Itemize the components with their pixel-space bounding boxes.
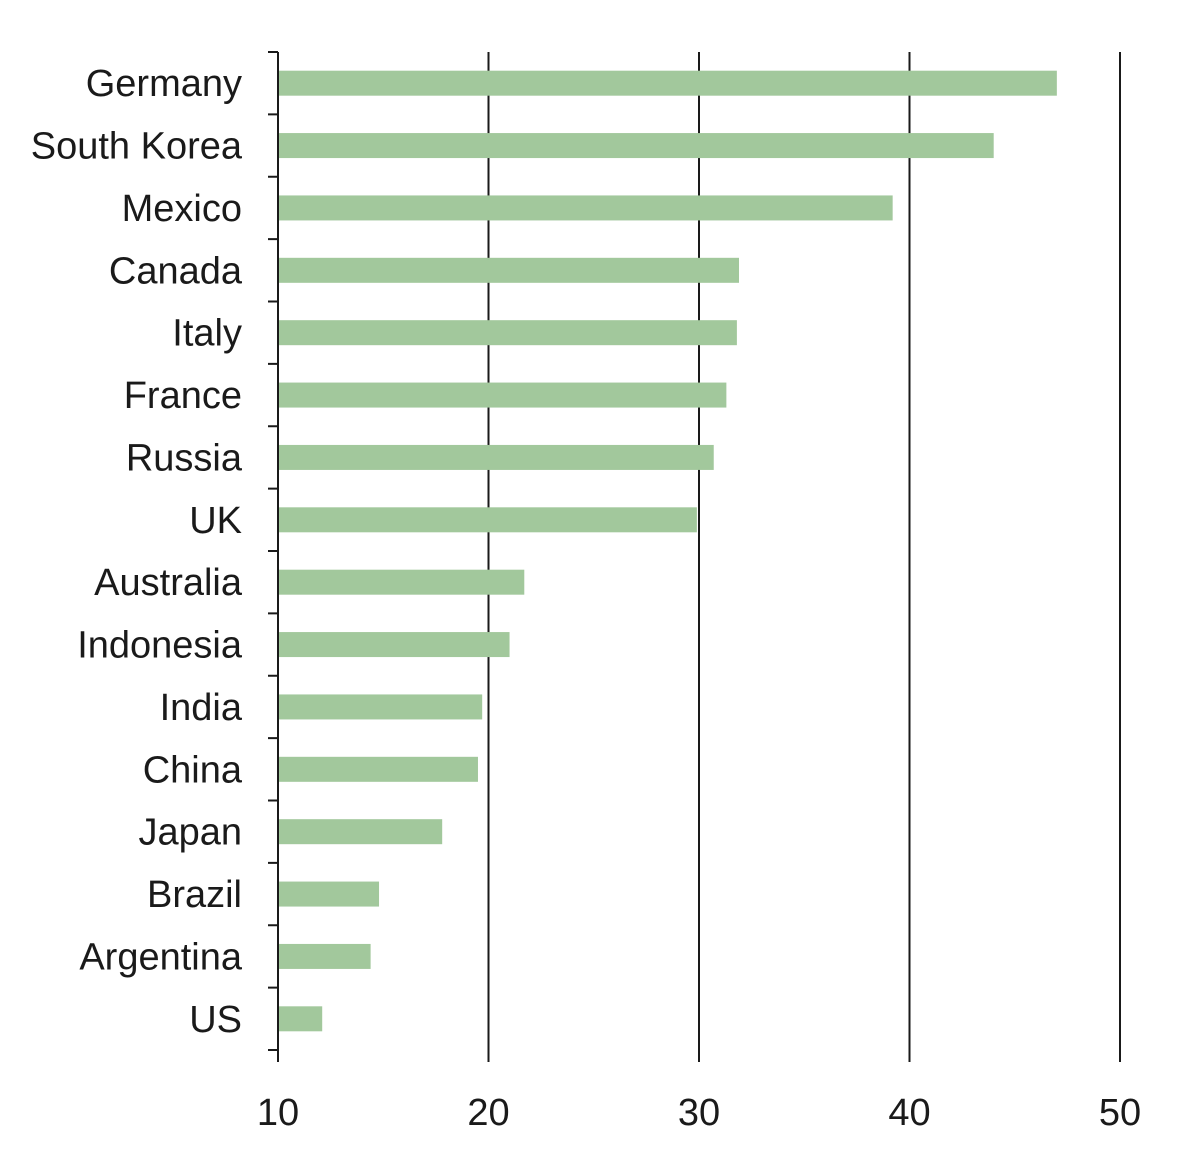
category-label: Australia — [94, 562, 243, 604]
category-label: Canada — [109, 250, 243, 292]
x-tick-label: 10 — [257, 1092, 299, 1134]
bar — [278, 70, 1057, 96]
x-tick-label: 40 — [888, 1092, 930, 1134]
bar — [278, 133, 994, 159]
bar — [278, 320, 737, 346]
bar — [278, 756, 478, 782]
x-tick-label: 30 — [678, 1092, 720, 1134]
bars — [278, 70, 1057, 1032]
category-label: Mexico — [122, 188, 242, 230]
category-label: Brazil — [147, 874, 242, 916]
category-label: UK — [189, 500, 242, 542]
category-label: Italy — [172, 313, 242, 355]
category-label: Argentina — [79, 936, 243, 978]
x-tick-label: 20 — [467, 1092, 509, 1134]
category-label: India — [160, 687, 243, 729]
bar — [278, 694, 483, 720]
bar — [278, 632, 510, 658]
category-label: US — [189, 999, 242, 1041]
bar — [278, 257, 739, 283]
bar — [278, 507, 697, 533]
bar — [278, 1006, 323, 1032]
bar — [278, 444, 714, 470]
bar — [278, 943, 371, 969]
category-label: Russia — [126, 437, 243, 479]
y-axis — [268, 51, 279, 1062]
category-label: South Korea — [31, 126, 243, 168]
bar — [278, 195, 893, 221]
category-label: France — [124, 375, 242, 417]
category-label: Germany — [86, 63, 242, 105]
x-tick-labels: 10 20 30 40 50 — [257, 1092, 1141, 1134]
category-label: China — [143, 749, 243, 791]
category-label: Japan — [138, 812, 242, 854]
bar — [278, 382, 727, 408]
bar — [278, 569, 525, 595]
bar — [278, 819, 443, 845]
bar — [278, 881, 380, 907]
category-labels: Germany South Korea Mexico Canada Italy Franc… — [31, 63, 243, 1041]
category-label: Indonesia — [77, 625, 243, 667]
x-tick-label: 50 — [1099, 1092, 1141, 1134]
